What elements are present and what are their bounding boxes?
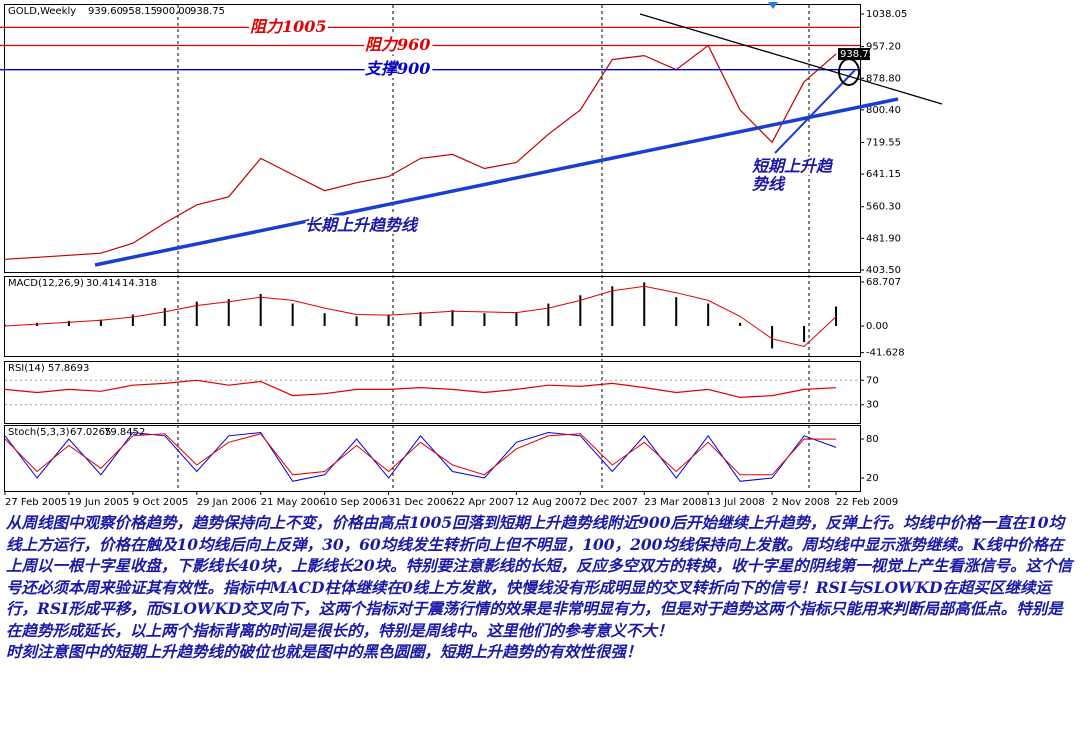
x-tick-label: 13 Jul 2008 [708, 497, 765, 508]
indicator-value: 14.318 [122, 278, 157, 289]
down-trend-line [639, 13, 943, 105]
y-tick-label: 0.00 [866, 321, 888, 332]
panel-frames [4, 4, 861, 492]
annotation: 短期上升趋 [752, 157, 834, 176]
indicator-value: 30.414 [86, 278, 121, 289]
y-tick-label: 719.55 [866, 137, 901, 148]
y-tick-label: 1038.05 [866, 9, 907, 20]
y-tick-label: 80 [866, 434, 879, 445]
note-paragraph: 时刻注意图中的短期上升趋势线的破位也就是图中的黑色圆圈，短期上升趋势的有效性很强… [6, 642, 642, 661]
quote-value: 939.60 [88, 6, 123, 17]
price-panel-frame [4, 4, 861, 273]
note-paragraph: 从周线图中观察价格趋势，趋势保持向上不变，价格由高点1005回落到短期上升趋势线… [6, 513, 1073, 640]
quote-value: 958.15 [122, 6, 157, 17]
y-tick-label: -41.628 [866, 348, 905, 359]
y-tick-label: 641.15 [866, 169, 901, 180]
last-price-box [838, 48, 870, 61]
x-tick-label: 19 Jun 2005 [69, 497, 129, 508]
x-tick-label: 22 Feb 2009 [836, 497, 898, 508]
y-tick-label: 20 [866, 473, 879, 484]
stoch-main [4, 431, 837, 482]
analysis-note: 从周线图中观察价格趋势，趋势保持向上不变，价格由高点1005回落到短期上升趋势线… [6, 512, 1074, 663]
x-tick-label: 10 Sep 2006 [325, 497, 388, 508]
x-tick-label: 29 Jan 2006 [197, 497, 257, 508]
separators [177, 5, 810, 491]
y-tick-label: 70 [866, 375, 879, 386]
x-tick-label: 9 Oct 2005 [133, 497, 188, 508]
panel-title: MACD(12,26,9) [8, 278, 84, 289]
annotation: 长期上升趋势线 [305, 216, 419, 235]
price-line [4, 44, 837, 260]
level-label: 阻力960 [365, 35, 430, 54]
short-trend-line [774, 69, 856, 154]
break-circle [838, 58, 860, 86]
y-tick-label: 68.707 [866, 277, 901, 288]
chart: 27 Feb 2005 19 Jun 2005 9 Oct 2005 29 Jan 2… [0, 2, 943, 508]
long-trend-line [94, 97, 899, 267]
y-tick-label: 560.30 [866, 202, 901, 213]
marker-triangle [768, 2, 778, 9]
quote-value: 900.00 [156, 6, 191, 17]
indicator-value: 79.8452 [104, 427, 145, 438]
level-label: 阻力1005 [250, 17, 327, 36]
macd-signal [4, 285, 837, 348]
x-tick-label: 12 Aug 2007 [516, 497, 580, 508]
quote-value: 938.75 [190, 6, 225, 17]
indicator-value: 67.0265 [70, 427, 111, 438]
x-tick-label: 21 May 2006 [261, 497, 326, 508]
panel-title: RSI(14) [8, 363, 45, 374]
indicator-value: 57.8693 [48, 363, 89, 374]
y-tick-label: 957.20 [866, 42, 901, 53]
y-tick-label: 30 [866, 400, 879, 411]
macd-panel-frame [4, 276, 861, 357]
stoch-panel-frame [4, 425, 861, 492]
rsi-panel-frame [4, 361, 861, 424]
level-label: 支撑900 [365, 59, 430, 78]
y-tick-label: 403.50 [866, 265, 901, 276]
x-tick-label: 2 Nov 2008 [772, 497, 830, 508]
y-tick-label: 800.40 [866, 105, 901, 116]
x-tick-label: 22 Apr 2007 [452, 497, 514, 508]
annotation: 势线 [752, 175, 786, 194]
stoch-signal [4, 433, 837, 476]
y-tick-label: 481.90 [866, 233, 901, 244]
y-tick-label: 878.80 [866, 73, 901, 84]
panel-title: GOLD,Weekly [8, 6, 76, 17]
panel-title: Stoch(5,3,3) [8, 427, 70, 438]
x-tick-label: 23 Mar 2008 [644, 497, 707, 508]
x-tick-label: 27 Feb 2005 [5, 497, 67, 508]
x-tick-label: 2 Dec 2007 [580, 497, 638, 508]
x-tick-label: 31 Dec 2006 [389, 497, 453, 508]
last-price-label: 938.75 [840, 49, 875, 60]
price-line [4, 379, 837, 399]
